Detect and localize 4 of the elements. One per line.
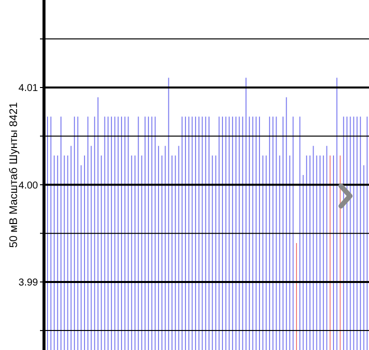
- y-tick-label: 3.99: [18, 277, 38, 288]
- y-axis-title: 50 мВ Масштаб Шунты 8421: [8, 102, 20, 248]
- y-tick-label: 4.01: [18, 83, 38, 94]
- y-tick-label: 4.00: [18, 180, 38, 192]
